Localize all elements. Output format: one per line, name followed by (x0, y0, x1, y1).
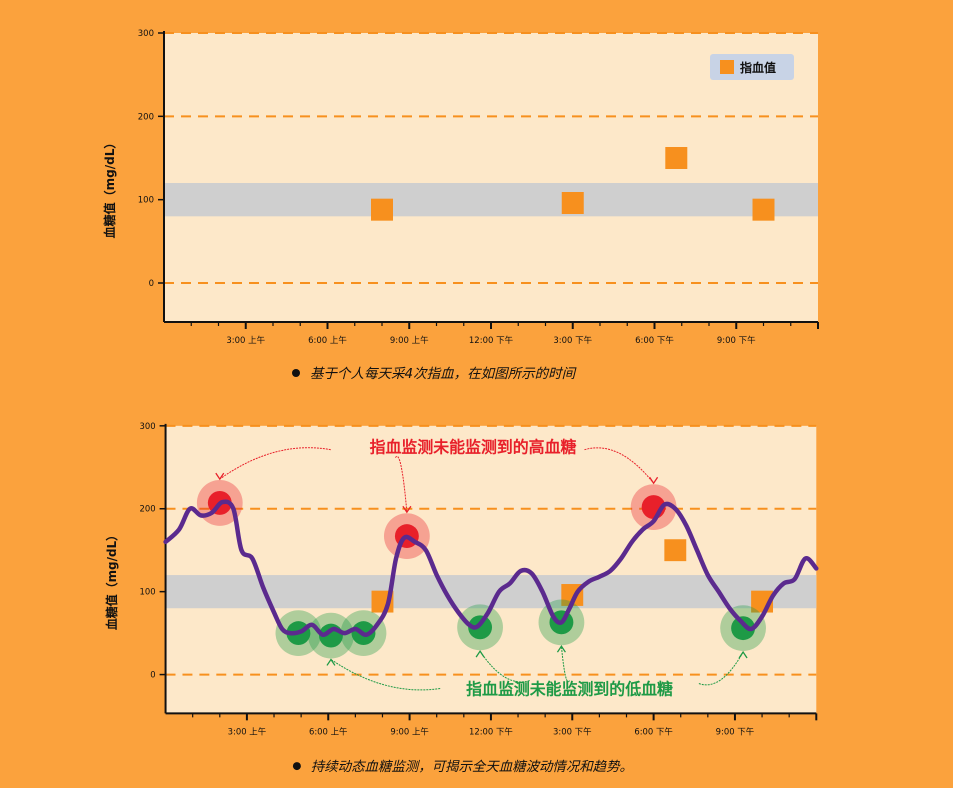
fingerstick-point (664, 539, 687, 562)
x-tick-label: 9:00 下午 (717, 335, 756, 346)
caption: 持续动态血糖监测，可揭示全天血糖波动情况和趋势。 (311, 759, 633, 775)
low-marker (468, 615, 493, 640)
legend: 指血值 (710, 54, 794, 80)
high-arrow (584, 447, 654, 484)
low-arrowhead (475, 650, 485, 658)
x-tick-label: 12:00 下午 (469, 335, 514, 346)
fingerstick-chart: 0 100 200 300 血糖值（mg/dL） 3:00 上午 6:00 上午 9:00 上… (102, 29, 819, 382)
caption: 基于个人每天采4次指血，在如图所示的时间 (310, 366, 577, 382)
x-tick-label: 3:00 下午 (553, 335, 592, 346)
legend-swatch (720, 60, 734, 74)
fingerstick-point (371, 198, 393, 221)
x-tick-label: 12:00 下午 (469, 726, 513, 736)
fingerstick-point (561, 192, 584, 214)
y-tick-label: 300 (138, 29, 154, 39)
low-arrow (560, 646, 570, 683)
y-axis-title: 血糖值（mg/dL） (102, 137, 117, 239)
fingerstick-point (665, 147, 688, 169)
target-range-band (164, 183, 818, 217)
y-tick-label: 0 (149, 279, 154, 289)
y-axis-title: 血糖值（mg/dL） (104, 529, 119, 630)
lows-annotation: 指血监测未能监测到的低血糖 (466, 679, 673, 698)
y-tick-label: 100 (138, 196, 154, 206)
x-tick-label: 9:00 上午 (390, 726, 429, 736)
fingerstick-point (752, 198, 775, 221)
low-arrowhead (326, 658, 336, 666)
x-tick-label: 6:00 上午 (309, 726, 348, 736)
high-arrow (219, 447, 331, 480)
x-tick-label: 9:00 上午 (390, 335, 429, 346)
y-tick-label: 100 (140, 587, 156, 597)
y-tick-label: 200 (138, 112, 154, 122)
caption-bullet-icon (292, 369, 300, 377)
plot-area (165, 425, 817, 714)
x-tick-label: 6:00 下午 (635, 335, 674, 346)
x-tick-label: 3:00 下午 (553, 726, 592, 736)
x-tick-label: 6:00 下午 (634, 726, 673, 736)
high-arrowhead (649, 476, 659, 485)
cgm-chart: 0 100 200 300 血糖值（mg/dL） 3:00 上午 6:00 上午 9:00 上… (104, 421, 819, 775)
low-marker (731, 616, 756, 641)
low-arrow (330, 659, 441, 691)
y-tick-label: 0 (150, 670, 155, 680)
plot-area (164, 33, 818, 322)
legend-label: 指血值 (740, 60, 776, 75)
low-arrow (479, 650, 530, 683)
high-arrowhead (215, 472, 225, 481)
x-tick-label: 9:00 下午 (716, 726, 755, 736)
high-arrow (394, 455, 408, 513)
y-tick-label: 200 (140, 504, 156, 514)
y-tick-label: 300 (140, 421, 156, 431)
x-tick-label: 6:00 上午 (308, 335, 347, 346)
low-arrowhead (556, 645, 566, 653)
low-arrowhead (738, 650, 748, 659)
x-tick-label: 3:00 上午 (228, 726, 267, 736)
high-arrowhead (402, 505, 412, 514)
caption-bullet-icon (292, 762, 301, 771)
glucose-line (163, 499, 819, 638)
highs-annotation: 指血监测未能监测到的高血糖 (370, 438, 577, 457)
x-tick-label: 3:00 上午 (226, 335, 265, 346)
